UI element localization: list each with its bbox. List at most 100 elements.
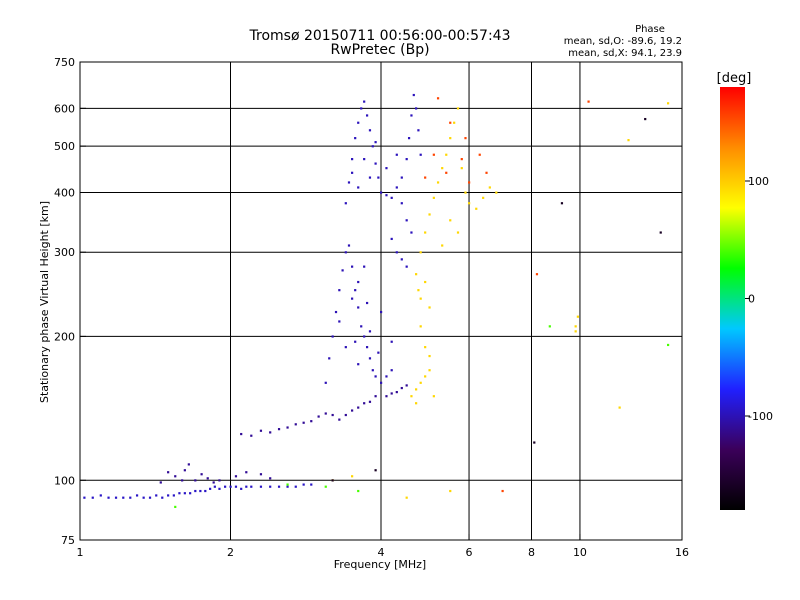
data-point-2-4	[338, 289, 341, 292]
data-point-4-26	[419, 381, 422, 384]
data-point-4-12	[449, 137, 452, 140]
chart-subtitle: RwPretec (Bp)	[330, 42, 429, 58]
data-point-3-6	[363, 100, 366, 103]
data-point-3-16	[390, 196, 393, 199]
data-point-4-4	[428, 306, 431, 309]
x-tick-label-16: 16	[675, 546, 689, 559]
data-point-4-3	[424, 280, 427, 284]
data-point-1-5	[187, 463, 190, 466]
data-point-2-8	[351, 265, 354, 268]
data-point-6-2	[644, 117, 647, 121]
y-tick-label-600: 600	[54, 102, 75, 115]
data-point-2-6	[344, 251, 347, 254]
colorbar-tick-label--100: -100	[748, 410, 773, 423]
data-point-1-23	[310, 420, 313, 423]
data-point-1-10	[218, 479, 221, 482]
data-point-0-16	[189, 492, 192, 495]
data-point-3-4	[357, 121, 360, 124]
data-point-4-9	[436, 181, 440, 184]
data-point-0-35	[310, 483, 313, 486]
data-point-0-12	[167, 494, 170, 497]
data-point-1-8	[206, 477, 209, 480]
stats-o: mean, sd,O: -89.6, 19.2	[564, 36, 682, 47]
data-point-5-3	[468, 181, 471, 184]
data-point-3-8	[368, 129, 372, 132]
data-point-4-25	[415, 388, 418, 391]
data-point-0-4	[114, 496, 118, 499]
data-point-4-11	[445, 153, 448, 156]
data-point-0-20	[209, 487, 212, 490]
data-point-3-23	[415, 107, 418, 110]
data-point-0-7	[135, 494, 139, 497]
data-point-2-12	[363, 335, 366, 338]
data-point-5-0	[436, 97, 440, 100]
data-point-5-9	[432, 153, 435, 156]
data-point-4-27	[424, 375, 427, 378]
data-point-3-34	[363, 158, 366, 161]
data-point-5-7	[464, 137, 467, 140]
data-point-0-9	[148, 496, 152, 499]
data-point-2-9	[354, 289, 357, 292]
data-point-1-4	[183, 469, 186, 472]
x-tick-label-8: 8	[528, 546, 535, 559]
data-point-5-5	[485, 171, 488, 174]
data-point-1-26	[331, 413, 334, 417]
data-point-1-2	[174, 475, 177, 478]
data-point-3-25	[419, 153, 422, 156]
data-point-7-3	[666, 343, 670, 347]
data-point-3-11	[377, 176, 380, 179]
data-point-0-22	[218, 487, 221, 490]
data-point-4-10	[441, 167, 444, 170]
data-point-4-17	[468, 202, 471, 205]
data-point-4-13	[453, 121, 456, 124]
data-point-1-12	[245, 471, 248, 474]
data-point-0-29	[259, 485, 263, 488]
y-tick-label-200: 200	[54, 330, 75, 343]
data-point-5-11	[535, 273, 539, 276]
data-point-2-0	[324, 381, 327, 384]
data-point-4-19	[482, 196, 485, 199]
data-point-1-16	[250, 434, 253, 437]
data-point-3-27	[405, 219, 408, 222]
data-point-1-22	[302, 421, 305, 424]
data-point-4-43	[627, 139, 630, 142]
data-point-0-31	[277, 485, 281, 488]
data-point-4-7	[428, 213, 431, 216]
data-point-1-24	[317, 415, 320, 418]
data-point-3-26	[400, 202, 403, 205]
colorbar-tick-label-100: 100	[748, 175, 769, 188]
data-point-4-31	[415, 402, 418, 405]
data-point-4-1	[417, 289, 420, 292]
data-point-2-27	[380, 310, 383, 314]
data-point-4-28	[428, 369, 431, 372]
stats-heading: Phase	[635, 24, 665, 35]
data-point-3-1	[347, 181, 351, 184]
data-point-0-13	[172, 494, 175, 497]
data-point-4-41	[574, 325, 577, 328]
data-point-3-10	[374, 162, 377, 165]
data-point-1-33	[374, 395, 377, 398]
data-point-4-18	[475, 207, 478, 210]
data-point-1-25	[324, 412, 327, 415]
data-point-2-26	[368, 330, 372, 333]
data-point-0-34	[302, 483, 305, 486]
data-point-2-11	[360, 325, 363, 328]
data-point-1-34	[385, 395, 388, 398]
data-point-4-30	[410, 395, 413, 398]
x-tick-label-10: 10	[573, 546, 587, 559]
data-point-3-18	[400, 176, 403, 179]
data-point-1-28	[344, 413, 347, 417]
data-point-2-22	[357, 280, 360, 284]
data-point-1-19	[277, 428, 281, 431]
x-axis-label: Frequency [MHz]	[334, 558, 426, 571]
y-axis-label: Stationary phase Virtual Height [km]	[38, 201, 51, 403]
data-point-1-7	[200, 473, 203, 476]
data-point-0-10	[155, 494, 158, 497]
data-point-0-17	[194, 489, 197, 493]
data-point-5-2	[460, 158, 463, 161]
data-point-3-12	[380, 191, 383, 194]
data-point-4-42	[618, 406, 621, 409]
data-point-2-28	[390, 340, 393, 343]
data-point-6-3	[659, 231, 662, 234]
